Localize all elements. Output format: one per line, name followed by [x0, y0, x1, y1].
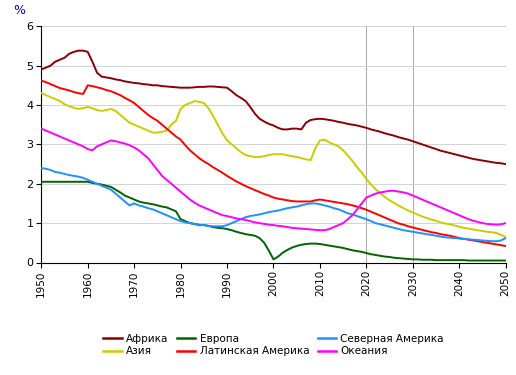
- Text: %: %: [13, 4, 25, 17]
- Legend: Африка, Азия, Европа, Латинская Америка, Северная Америка, Океания: Африка, Азия, Европа, Латинская Америка,…: [103, 334, 444, 357]
